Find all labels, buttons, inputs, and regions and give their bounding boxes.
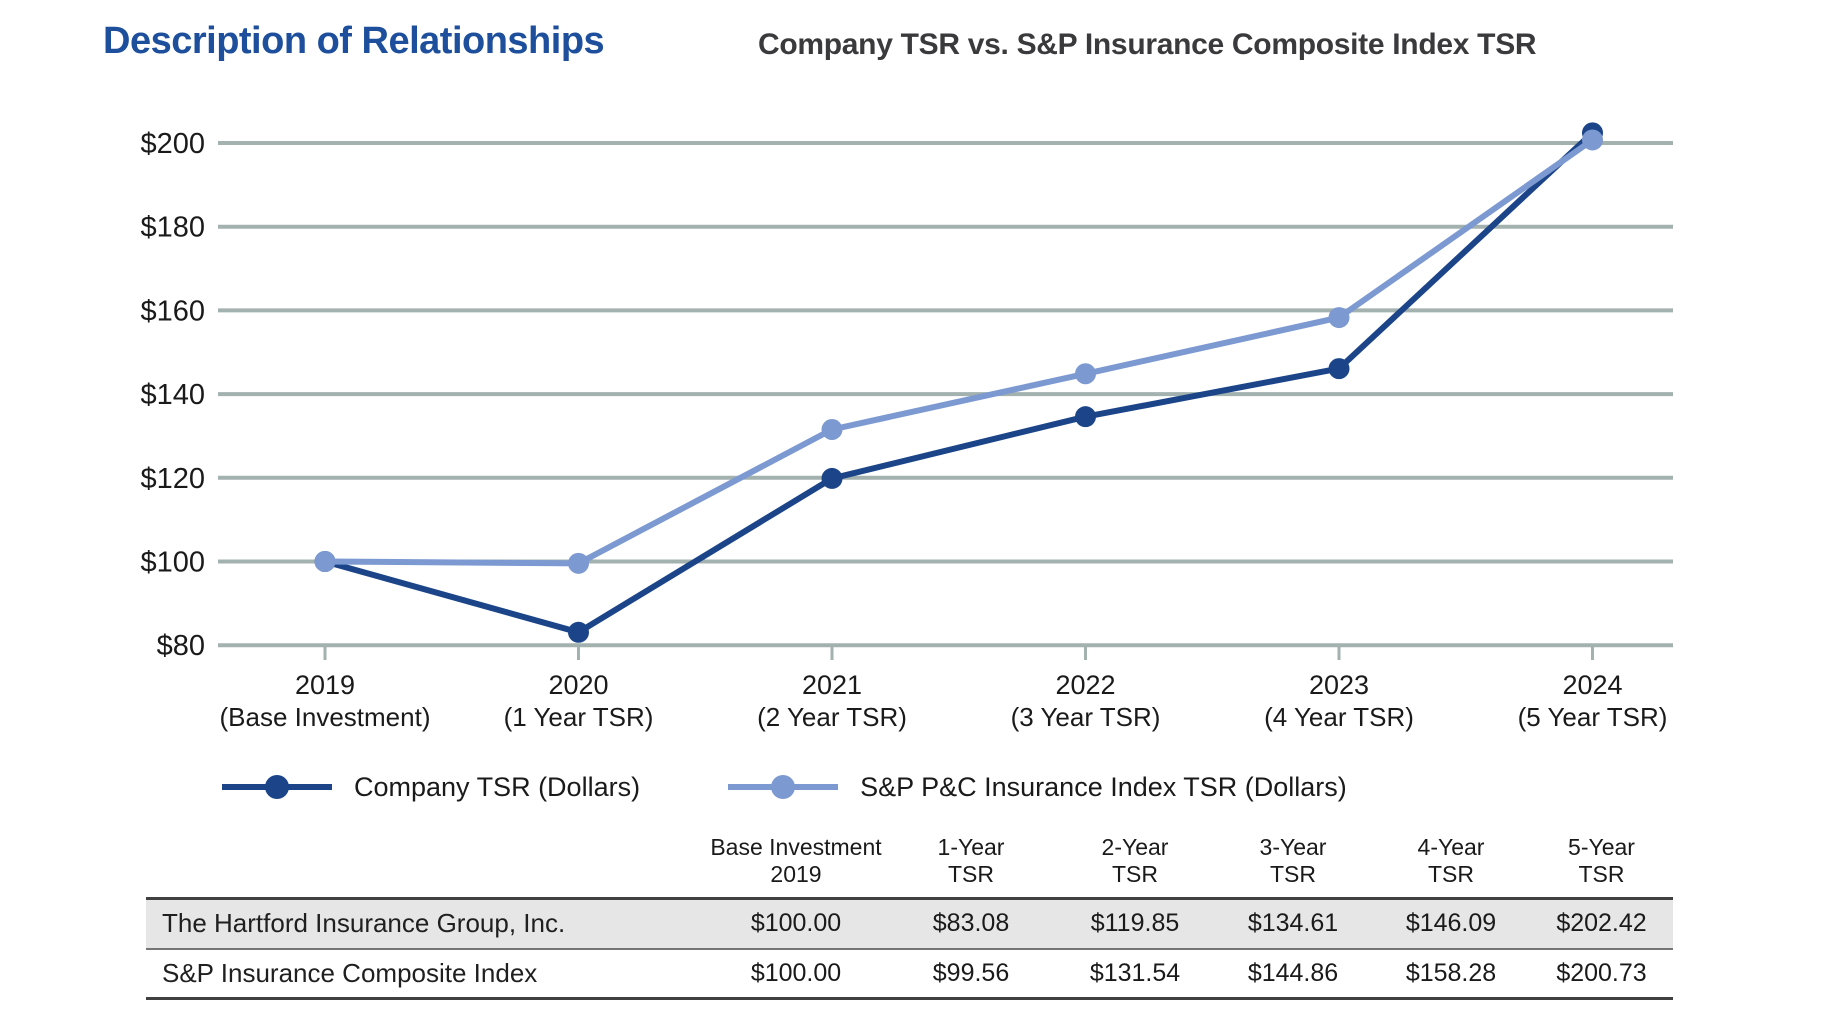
table-cell: $119.85: [1090, 909, 1180, 938]
y-axis-tick-label: $180: [140, 212, 205, 244]
table-cell: $83.08: [932, 909, 1010, 938]
table-column-header: Base Investment 2019: [710, 834, 882, 887]
series-1-point-2019: [314, 551, 336, 572]
legend-marker-icon: [222, 774, 332, 800]
series-0-point-2022: [1075, 406, 1096, 428]
table-cell: $146.09: [1405, 909, 1497, 938]
x-axis-year-label: 2021: [802, 670, 862, 700]
series-1-point-2021: [821, 419, 843, 441]
table-column-header: 1-Year TSR: [937, 834, 1005, 887]
page-title: Description of Relationships: [103, 20, 605, 62]
table-cell: $99.56: [932, 958, 1010, 987]
y-axis-tick-label: $200: [140, 128, 205, 160]
table-cell: $144.86: [1247, 958, 1339, 987]
tsr-table: Base Investment 2019 1-Year TSR 2-Year TSR 3-Y…: [146, 834, 1673, 1000]
table-cell: $200.73: [1556, 958, 1647, 987]
table-cell: $134.61: [1247, 909, 1339, 938]
legend-label: S&P P&C Insurance Index TSR (Dollars): [860, 771, 1347, 802]
table-column-header: 2-Year TSR: [1101, 834, 1169, 887]
series-0-point-2020: [568, 621, 589, 643]
series-1-point-2020: [568, 552, 589, 574]
series-0-point-2023: [1328, 358, 1350, 380]
legend-label: Company TSR (Dollars): [354, 771, 641, 802]
chart-legend: Company TSR (Dollars) S&P P&C Insurance I…: [222, 772, 1347, 802]
y-axis-tick-label: $80: [157, 630, 205, 662]
x-axis-sub-label: (Base Investment): [220, 702, 431, 732]
x-axis-year-label: 2019: [295, 670, 355, 700]
x-axis-sub-label: (3 Year TSR): [1011, 702, 1161, 732]
series-1-point-2023: [1328, 307, 1350, 329]
table-cell: $158.28: [1405, 958, 1497, 987]
series-line-1: [322, 136, 1596, 567]
table-column-header: 5-Year TSR: [1568, 834, 1635, 887]
table-column-header: 3-Year TSR: [1259, 834, 1327, 887]
series-0-point-2021: [821, 467, 843, 489]
table-header-row: Base Investment 2019 1-Year TSR 2-Year TSR 3-Y…: [146, 834, 1673, 899]
y-axis-tick-label: $140: [140, 379, 205, 411]
x-axis-sub-label: (2 Year TSR): [757, 702, 907, 732]
y-axis-tick-label: $120: [140, 463, 205, 495]
y-axis-tick-label: $100: [140, 547, 205, 579]
tsr-line-chart: $200 $180 $160 $140 $120 $100 $80 2019(Base Inv…: [140, 122, 1673, 732]
x-axis-sub-label: (5 Year TSR): [1518, 702, 1668, 732]
table-row-label: The Hartford Insurance Group, Inc.: [162, 908, 566, 939]
x-axis-year-label: 2020: [548, 670, 608, 700]
table-corner-cell: [146, 834, 706, 899]
x-axis-year-label: 2024: [1562, 670, 1622, 700]
legend-item-0: Company TSR (Dollars): [222, 772, 640, 803]
table-cell: $100.00: [750, 958, 842, 987]
legend-item-1: S&P P&C Insurance Index TSR (Dollars): [728, 772, 1347, 803]
table-row-label: S&P Insurance Composite Index: [162, 957, 538, 988]
x-axis-sub-label: (1 Year TSR): [504, 702, 654, 732]
table-cell: $100.00: [750, 909, 842, 938]
y-axis-tick-label: $160: [140, 295, 205, 327]
table-column-header: 4-Year TSR: [1417, 834, 1485, 887]
table-row: S&P Insurance Composite Index $100.00 $99.…: [146, 948, 1673, 999]
x-axis-year-label: 2022: [1055, 670, 1115, 700]
x-axis-sub-label: (4 Year TSR): [1264, 702, 1414, 732]
series-line-0: [322, 129, 1596, 636]
series-1-point-2022: [1075, 363, 1096, 385]
tsr-table-wrap: Base Investment 2019 1-Year TSR 2-Year TSR 3-Y…: [146, 834, 1673, 1000]
table-cell: $131.54: [1089, 958, 1181, 987]
series-1-point-2024: [1582, 129, 1603, 151]
legend-marker-icon: [728, 774, 839, 800]
table-cell: $202.42: [1556, 909, 1647, 938]
table-row: The Hartford Insurance Group, Inc. $100.0…: [146, 898, 1673, 949]
chart-title: Company TSR vs. S&P Insurance Composite …: [758, 28, 1537, 61]
x-axis-year-label: 2023: [1309, 670, 1369, 700]
